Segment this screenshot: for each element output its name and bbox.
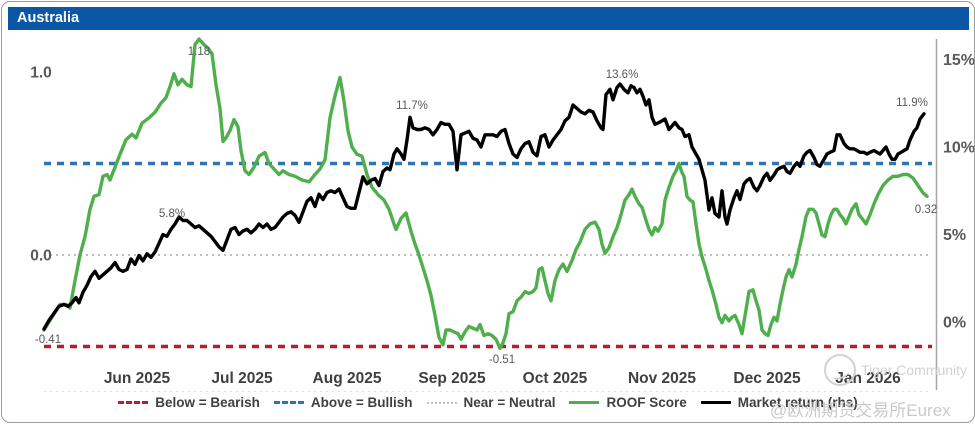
right-axis-tick-label: 15% <box>943 52 974 69</box>
legend-label: Market return (rhs) <box>737 395 858 410</box>
legend-label: Near = Neutral <box>463 395 556 410</box>
chart-title-bar: Australia <box>8 7 969 30</box>
data-label: 1.18 <box>188 46 210 58</box>
x-axis-tick-label: Jun 2025 <box>104 370 171 387</box>
legend-item-3: Near = Neutral <box>426 395 556 410</box>
right-axis-tick-label: 5% <box>943 227 966 244</box>
chart-title: Australia <box>17 10 80 26</box>
data-label: 13.6% <box>606 69 639 81</box>
x-axis-tick-label: Jul 2025 <box>211 370 273 387</box>
right-axis-tick-label: 10% <box>943 140 974 157</box>
market-return-rhs--line <box>42 82 926 331</box>
legend-label: Above = Bullish <box>310 395 413 410</box>
data-label: 11.7% <box>396 100 428 112</box>
legend-item-5: Market return (rhs) <box>700 395 858 410</box>
legend-item-4: ROOF Score <box>569 395 687 410</box>
legend-swatch <box>700 401 731 404</box>
legend-item-1: Below = Bearish <box>118 395 260 410</box>
left-axis-tick-label: 0.0 <box>30 248 52 265</box>
roof-score-line <box>42 37 929 350</box>
left-axis-tick-label: 1.0 <box>30 65 52 82</box>
legend-swatch <box>426 401 457 404</box>
x-axis-tick-label: Dec 2025 <box>733 370 801 387</box>
x-axis-tick-label: Nov 2025 <box>628 370 696 387</box>
data-label: 0.32 <box>915 204 937 216</box>
data-label: -0.41 <box>35 334 61 346</box>
right-axis-tick-label: 0% <box>943 315 966 332</box>
legend-label: ROOF Score <box>606 395 687 410</box>
legend-swatch <box>569 401 600 404</box>
x-axis-tick-label: Oct 2025 <box>523 370 588 387</box>
legend-label: Below = Bearish <box>155 395 260 410</box>
x-axis-tick-label: Sep 2025 <box>418 370 486 387</box>
x-axis-tick-label: Jan 2026 <box>835 370 901 387</box>
data-label: 5.8% <box>159 208 185 220</box>
data-label: -0.51 <box>489 354 515 366</box>
legend-swatch <box>118 401 149 404</box>
data-label: 11.9% <box>896 97 928 109</box>
legend: Below = Bearish Above = Bullish Near = Neu… <box>2 395 974 410</box>
legend-swatch <box>273 401 304 404</box>
x-axis-tick-label: Aug 2025 <box>313 370 382 387</box>
legend-item-2: Above = Bullish <box>273 395 413 410</box>
